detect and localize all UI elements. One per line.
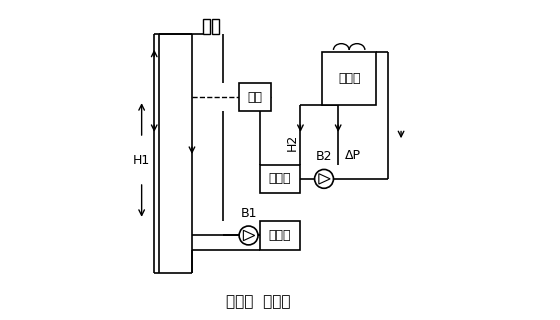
Text: 末端: 末端 [248,91,262,104]
Text: 冷凝器: 冷凝器 [269,172,291,185]
Bar [260,221,300,250]
Circle shape [315,169,333,188]
Bar [239,83,270,111]
Bar [260,165,300,193]
Text: 蒸发器: 蒸发器 [269,229,291,242]
Polygon shape [319,174,330,184]
Circle shape [239,226,258,245]
Text: H2: H2 [286,133,299,150]
Bar [323,52,376,105]
Text: B1: B1 [240,207,257,220]
Text: 水系统  （一）: 水系统 （一） [226,294,290,309]
Text: B2: B2 [316,150,332,163]
Bar [203,19,209,34]
Text: ΔP: ΔP [344,149,361,162]
Text: H1: H1 [133,154,150,166]
Polygon shape [244,230,255,241]
Bar [212,19,219,34]
Text: 冷却塔: 冷却塔 [338,72,361,85]
